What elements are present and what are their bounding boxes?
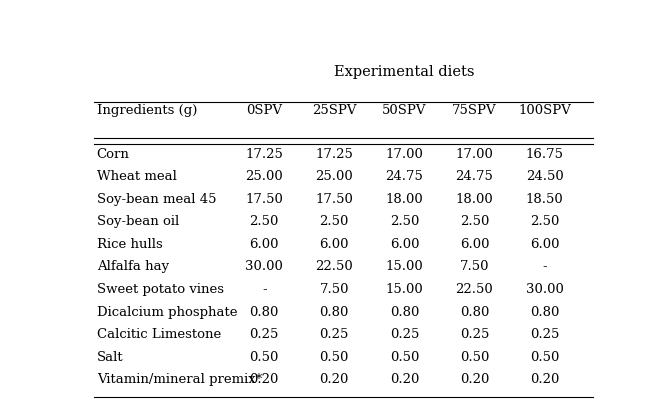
Text: Corn: Corn	[96, 148, 129, 160]
Text: 0.20: 0.20	[320, 373, 349, 386]
Text: Rice hulls: Rice hulls	[96, 238, 163, 251]
Text: 17.25: 17.25	[316, 148, 353, 160]
Text: 0.80: 0.80	[460, 306, 489, 319]
Text: 18.00: 18.00	[456, 193, 493, 206]
Text: 30.00: 30.00	[245, 260, 283, 274]
Text: 25SPV: 25SPV	[312, 104, 356, 117]
Text: 0.50: 0.50	[390, 351, 419, 363]
Text: 6.00: 6.00	[460, 238, 489, 251]
Text: Alfalfa hay: Alfalfa hay	[96, 260, 169, 274]
Text: Sweet potato vines: Sweet potato vines	[96, 283, 224, 296]
Text: 6.00: 6.00	[320, 238, 349, 251]
Text: Soy-bean oil: Soy-bean oil	[96, 215, 179, 228]
Text: 2.50: 2.50	[390, 215, 419, 228]
Text: 2.50: 2.50	[249, 215, 279, 228]
Text: 25.00: 25.00	[316, 170, 353, 183]
Text: 18.00: 18.00	[385, 193, 423, 206]
Text: 0.25: 0.25	[390, 328, 419, 341]
Text: -: -	[262, 283, 267, 296]
Text: 2.50: 2.50	[530, 215, 559, 228]
Text: 17.00: 17.00	[456, 148, 493, 160]
Text: 0.50: 0.50	[460, 351, 489, 363]
Text: 6.00: 6.00	[390, 238, 419, 251]
Text: 25.00: 25.00	[245, 170, 283, 183]
Text: 0.25: 0.25	[460, 328, 489, 341]
Text: 0.80: 0.80	[530, 306, 559, 319]
Text: 0.50: 0.50	[249, 351, 279, 363]
Text: 24.75: 24.75	[456, 170, 493, 183]
Text: Salt: Salt	[96, 351, 123, 363]
Text: 15.00: 15.00	[385, 260, 423, 274]
Text: 0.25: 0.25	[249, 328, 279, 341]
Text: Soy-bean meal 45: Soy-bean meal 45	[96, 193, 216, 206]
Text: Dicalcium phosphate: Dicalcium phosphate	[96, 306, 237, 319]
Text: 18.50: 18.50	[526, 193, 563, 206]
Text: 22.50: 22.50	[456, 283, 493, 296]
Text: Experimental diets: Experimental diets	[334, 64, 474, 79]
Text: 100SPV: 100SPV	[518, 104, 571, 117]
Text: 50SPV: 50SPV	[382, 104, 427, 117]
Text: 7.50: 7.50	[320, 283, 349, 296]
Text: 17.00: 17.00	[385, 148, 423, 160]
Text: 0.20: 0.20	[460, 373, 489, 386]
Text: 22.50: 22.50	[316, 260, 353, 274]
Text: 2.50: 2.50	[460, 215, 489, 228]
Text: 0.25: 0.25	[320, 328, 349, 341]
Text: Ingredients (g): Ingredients (g)	[96, 104, 197, 117]
Text: 6.00: 6.00	[530, 238, 559, 251]
Text: 17.50: 17.50	[245, 193, 283, 206]
Text: 0SPV: 0SPV	[246, 104, 282, 117]
Text: 30.00: 30.00	[526, 283, 563, 296]
Text: 6.00: 6.00	[249, 238, 279, 251]
Text: 0.25: 0.25	[530, 328, 559, 341]
Text: 75SPV: 75SPV	[452, 104, 496, 117]
Text: 24.50: 24.50	[526, 170, 563, 183]
Text: 0.50: 0.50	[530, 351, 559, 363]
Text: -: -	[542, 260, 547, 274]
Text: Wheat meal: Wheat meal	[96, 170, 177, 183]
Text: 24.75: 24.75	[385, 170, 423, 183]
Text: 17.25: 17.25	[245, 148, 283, 160]
Text: Calcitic Limestone: Calcitic Limestone	[96, 328, 221, 341]
Text: 15.00: 15.00	[385, 283, 423, 296]
Text: 16.75: 16.75	[525, 148, 563, 160]
Text: 0.50: 0.50	[320, 351, 349, 363]
Text: 17.50: 17.50	[316, 193, 353, 206]
Text: 0.80: 0.80	[320, 306, 349, 319]
Text: Vitamin/mineral premix*: Vitamin/mineral premix*	[96, 373, 262, 386]
Text: 0.20: 0.20	[249, 373, 279, 386]
Text: 7.50: 7.50	[460, 260, 489, 274]
Text: 0.20: 0.20	[390, 373, 419, 386]
Text: 0.80: 0.80	[390, 306, 419, 319]
Text: 2.50: 2.50	[320, 215, 349, 228]
Text: 0.20: 0.20	[530, 373, 559, 386]
Text: 0.80: 0.80	[249, 306, 279, 319]
